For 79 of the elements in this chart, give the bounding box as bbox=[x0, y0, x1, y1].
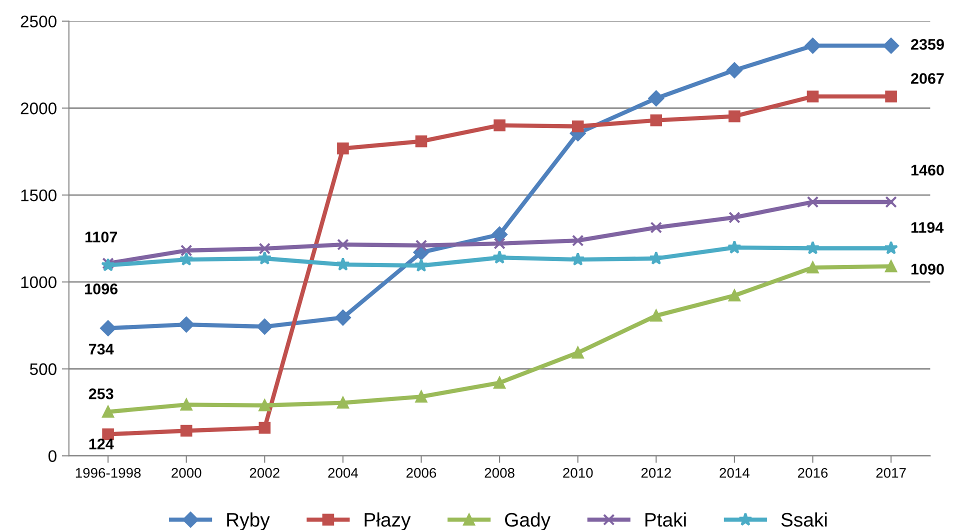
data-label: 1096 bbox=[85, 284, 118, 294]
legend-label: Ptaki bbox=[645, 512, 686, 527]
point bbox=[885, 196, 897, 208]
point bbox=[258, 242, 271, 254]
point bbox=[258, 399, 271, 412]
point bbox=[258, 422, 271, 434]
point bbox=[180, 244, 192, 256]
point bbox=[728, 110, 740, 122]
x-tick-label: 2012 bbox=[641, 468, 671, 478]
x-tick-label: 2016 bbox=[798, 468, 828, 478]
point bbox=[885, 90, 897, 102]
point bbox=[572, 234, 584, 246]
point bbox=[885, 260, 897, 272]
point bbox=[492, 250, 507, 264]
point bbox=[570, 252, 585, 266]
point bbox=[258, 251, 272, 265]
point bbox=[650, 114, 662, 126]
point bbox=[884, 240, 898, 254]
point bbox=[572, 120, 584, 132]
x-tick-label: 2004 bbox=[328, 468, 358, 478]
x-tick-label: 1996-1998 bbox=[76, 468, 141, 478]
point bbox=[179, 252, 194, 266]
point bbox=[337, 238, 349, 250]
point bbox=[728, 290, 740, 302]
point bbox=[335, 310, 351, 326]
point bbox=[806, 240, 820, 254]
point bbox=[727, 240, 742, 254]
y-tick-label: 2000 bbox=[20, 102, 56, 114]
point bbox=[336, 257, 350, 271]
y-tick-label: 2500 bbox=[20, 16, 56, 28]
point bbox=[100, 320, 116, 336]
point bbox=[180, 398, 192, 411]
x-tick-label: 2010 bbox=[563, 468, 593, 478]
point bbox=[337, 142, 349, 154]
data-label: 1107 bbox=[86, 232, 118, 242]
point bbox=[414, 258, 428, 272]
point bbox=[726, 62, 742, 78]
point bbox=[415, 135, 428, 148]
data-label: 1460 bbox=[911, 164, 944, 176]
point bbox=[494, 119, 506, 132]
y-tick-label: 1500 bbox=[21, 189, 56, 202]
point bbox=[883, 38, 899, 54]
y-tick-label: 1000 bbox=[21, 276, 56, 288]
point bbox=[180, 424, 192, 437]
data-label: 2359 bbox=[911, 38, 944, 50]
point bbox=[650, 310, 662, 322]
x-tick-label: 2008 bbox=[484, 468, 514, 478]
point bbox=[806, 90, 819, 102]
x-tick-label: 2000 bbox=[172, 468, 202, 478]
x-tick-label: 2006 bbox=[406, 468, 436, 478]
point bbox=[494, 376, 506, 389]
point bbox=[178, 316, 194, 332]
point bbox=[415, 240, 428, 252]
point bbox=[415, 390, 428, 403]
legend-label: Ssaki bbox=[781, 512, 827, 527]
data-label: 1090 bbox=[911, 264, 944, 275]
point bbox=[256, 318, 273, 335]
point bbox=[494, 238, 506, 250]
data-label: 2067 bbox=[911, 73, 944, 84]
point bbox=[806, 196, 819, 208]
data-label: 253 bbox=[88, 388, 114, 400]
data-label: 124 bbox=[89, 438, 114, 450]
y-tick-label: 500 bbox=[30, 363, 56, 376]
point bbox=[650, 222, 662, 234]
data-label: 734 bbox=[89, 344, 114, 355]
point bbox=[337, 396, 349, 409]
x-tick-label: 2014 bbox=[720, 468, 750, 478]
point bbox=[649, 251, 664, 265]
y-tick-label: 0 bbox=[48, 450, 56, 462]
x-tick-label: 2017 bbox=[876, 468, 906, 478]
x-tick-label: 2002 bbox=[250, 468, 280, 478]
point bbox=[728, 212, 740, 224]
point bbox=[806, 262, 819, 274]
point bbox=[492, 226, 508, 242]
point bbox=[648, 90, 664, 106]
data-label: 1194 bbox=[911, 222, 944, 233]
point bbox=[804, 38, 821, 54]
point bbox=[102, 406, 114, 418]
point bbox=[572, 346, 584, 359]
